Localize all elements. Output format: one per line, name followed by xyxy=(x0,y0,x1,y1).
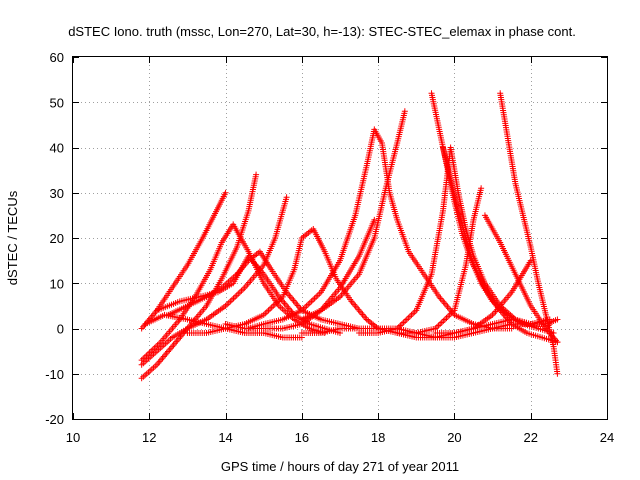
data-point xyxy=(443,314,450,321)
y-tick-label: 30 xyxy=(50,186,64,201)
x-axis-label: GPS time / hours of day 271 of year 2011 xyxy=(221,459,459,474)
x-tick-label: 10 xyxy=(66,430,80,445)
data-point xyxy=(546,320,553,327)
series-arc-16 xyxy=(394,185,485,337)
data-point xyxy=(437,320,444,327)
data-point xyxy=(222,189,229,196)
data-point xyxy=(227,298,234,305)
data-point xyxy=(435,322,442,329)
data-point xyxy=(313,293,320,300)
data-point xyxy=(263,308,270,315)
data-point xyxy=(309,296,316,303)
series-arc-1 xyxy=(138,189,229,332)
series-arc-11 xyxy=(298,108,408,323)
data-point xyxy=(554,370,561,377)
grid-layer xyxy=(73,57,607,419)
data-point xyxy=(401,108,408,115)
x-tick-label: 14 xyxy=(218,430,232,445)
data-point xyxy=(235,290,242,297)
series-arc-19 xyxy=(497,90,561,377)
y-tick-label: 60 xyxy=(50,50,64,65)
y-tick-label: -20 xyxy=(45,412,64,427)
y-tick-label: 50 xyxy=(50,95,64,110)
data-point xyxy=(316,290,323,297)
data-point xyxy=(236,289,243,296)
y-tick-label: 40 xyxy=(50,141,64,156)
data-point xyxy=(400,319,407,326)
tick-layer: 10 12 14 16 18 20 22 24 -20 -10 0 10 20 30 40 50 60 xyxy=(45,50,614,445)
data-point xyxy=(230,295,237,302)
data-point xyxy=(228,296,235,303)
data-point xyxy=(225,299,232,306)
data-point xyxy=(224,301,231,308)
data-point xyxy=(440,317,447,324)
data-point xyxy=(445,313,452,320)
data-point xyxy=(154,342,161,349)
data-point xyxy=(371,216,378,223)
data-point xyxy=(156,340,163,347)
data-point xyxy=(267,305,274,312)
data-point xyxy=(303,302,310,309)
data-point xyxy=(314,292,321,299)
data-point xyxy=(283,194,290,201)
data-point xyxy=(308,298,315,305)
data-point xyxy=(402,317,409,324)
data-point xyxy=(438,319,445,326)
data-point xyxy=(240,286,247,293)
data-point xyxy=(441,316,448,323)
data-point xyxy=(397,322,404,329)
data-point xyxy=(398,320,405,327)
x-tick-label: 22 xyxy=(523,430,537,445)
data-point xyxy=(265,307,272,314)
data-point xyxy=(268,304,275,311)
data-point xyxy=(410,310,417,317)
x-tick-label: 20 xyxy=(447,430,461,445)
x-tick-label: 16 xyxy=(295,430,309,445)
series-arc-10 xyxy=(245,126,515,332)
x-tick-label: 18 xyxy=(371,430,385,445)
x-tick-label: 12 xyxy=(142,430,156,445)
plot-frame xyxy=(72,56,608,420)
data-point xyxy=(238,287,245,294)
data-point xyxy=(311,295,318,302)
data-point xyxy=(408,311,415,318)
y-tick-label: 0 xyxy=(57,322,64,337)
data-point xyxy=(403,316,410,323)
x-tick-label: 24 xyxy=(600,430,614,445)
data-point xyxy=(405,314,412,321)
chart-title: dSTEC Iono. truth (mssc, Lon=270, Lat=30… xyxy=(68,24,576,39)
series-arc-9 xyxy=(222,216,378,332)
data-layer xyxy=(138,90,561,382)
y-tick-label: 10 xyxy=(50,276,64,291)
data-point xyxy=(554,316,561,323)
data-point xyxy=(305,301,312,308)
y-tick-label: 20 xyxy=(50,231,64,246)
data-point xyxy=(253,171,260,178)
y-axis-label: dSTEC / TECUs xyxy=(5,190,20,285)
data-point xyxy=(233,292,240,299)
y-tick-label: -10 xyxy=(45,367,64,382)
data-point xyxy=(152,343,159,350)
data-point xyxy=(406,313,413,320)
data-point xyxy=(232,293,239,300)
series-arc-20 xyxy=(375,316,553,341)
data-point xyxy=(306,299,313,306)
series-arc-18 xyxy=(481,212,561,346)
data-point xyxy=(478,185,485,192)
